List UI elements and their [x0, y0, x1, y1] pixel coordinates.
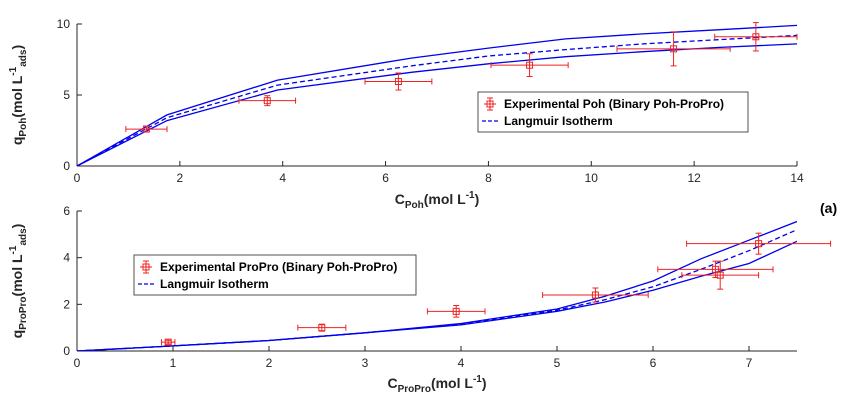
- chart-bottom-propro: 0 1 2 3 4 5 6 7 0 2 4 6 CProPro(mol L-1) qProPro(mol …: [8, 204, 832, 395]
- experimental-point: [686, 232, 832, 255]
- x-tick-label: 2: [177, 171, 184, 185]
- experimental-point: [297, 323, 347, 332]
- model-bound-line: [77, 24, 797, 166]
- y-axis-label: qProPro(mol L-1ads): [8, 224, 29, 339]
- y-tick-label: 2: [63, 297, 70, 311]
- langmuir-isotherm-line: [77, 34, 797, 166]
- y-tick-label: 4: [63, 251, 70, 265]
- y-tick-label: 5: [63, 88, 70, 102]
- x-axis-label: CPoh(mol L-1): [395, 190, 480, 211]
- x-tick-label: 14: [790, 171, 804, 185]
- y-tick-label: 0: [63, 344, 70, 358]
- panel-label: (a): [820, 200, 838, 216]
- experimental-point: [681, 260, 760, 290]
- experimental-point: [125, 125, 168, 133]
- x-tick-label: 10: [585, 171, 599, 185]
- experimental-point: [238, 95, 297, 107]
- x-axis-label: CProPro(mol L-1): [387, 374, 486, 395]
- experimental-point: [714, 22, 798, 52]
- experimental-point: [426, 305, 486, 318]
- x-tick-label: 8: [485, 171, 492, 185]
- x-tick-label: 12: [687, 171, 701, 185]
- x-tick-label: 1: [170, 356, 177, 370]
- legend-model-label: Langmuir Isotherm: [504, 114, 613, 128]
- x-tick-label: 5: [554, 356, 561, 370]
- y-axis-label: qPoh(mol L-1ads): [8, 45, 29, 145]
- y-tick-label: 0: [63, 159, 70, 173]
- experimental-point: [616, 31, 731, 67]
- experimental-point: [490, 53, 569, 78]
- y-tick-label: 10: [57, 17, 71, 31]
- legend-experimental-marker: [140, 260, 152, 274]
- x-tick-label: 0: [74, 171, 81, 185]
- x-tick-label: 7: [746, 356, 753, 370]
- legend-experimental-marker: [484, 97, 496, 111]
- x-tick-label: 3: [362, 356, 369, 370]
- experimental-point: [542, 287, 649, 303]
- experimental-point: [364, 72, 433, 91]
- chart-top-poh: 0 2 4 6 8 10 12 14 0 5 10 CPoh(mol L-1) qPoh(mol L-1…: [8, 17, 804, 211]
- legend-experimental-label: Experimental Poh (Binary Poh-ProPro): [504, 97, 724, 111]
- experimental-point: [160, 338, 176, 346]
- x-tick-label: 4: [458, 356, 465, 370]
- legend-experimental-label: Experimental ProPro (Binary Poh-ProPro): [160, 260, 397, 274]
- y-tick-label: 6: [63, 204, 70, 218]
- legend: Experimental Poh (Binary Poh-ProPro) Lang…: [477, 91, 749, 133]
- x-tick-label: 6: [650, 356, 657, 370]
- legend: Experimental ProPro (Binary Poh-ProPro) L…: [133, 254, 417, 296]
- x-tick-label: 0: [74, 356, 81, 370]
- x-tick-label: 4: [279, 171, 286, 185]
- x-tick-label: 6: [382, 171, 389, 185]
- legend-model-label: Langmuir Isotherm: [160, 277, 269, 291]
- x-tick-label: 2: [266, 356, 273, 370]
